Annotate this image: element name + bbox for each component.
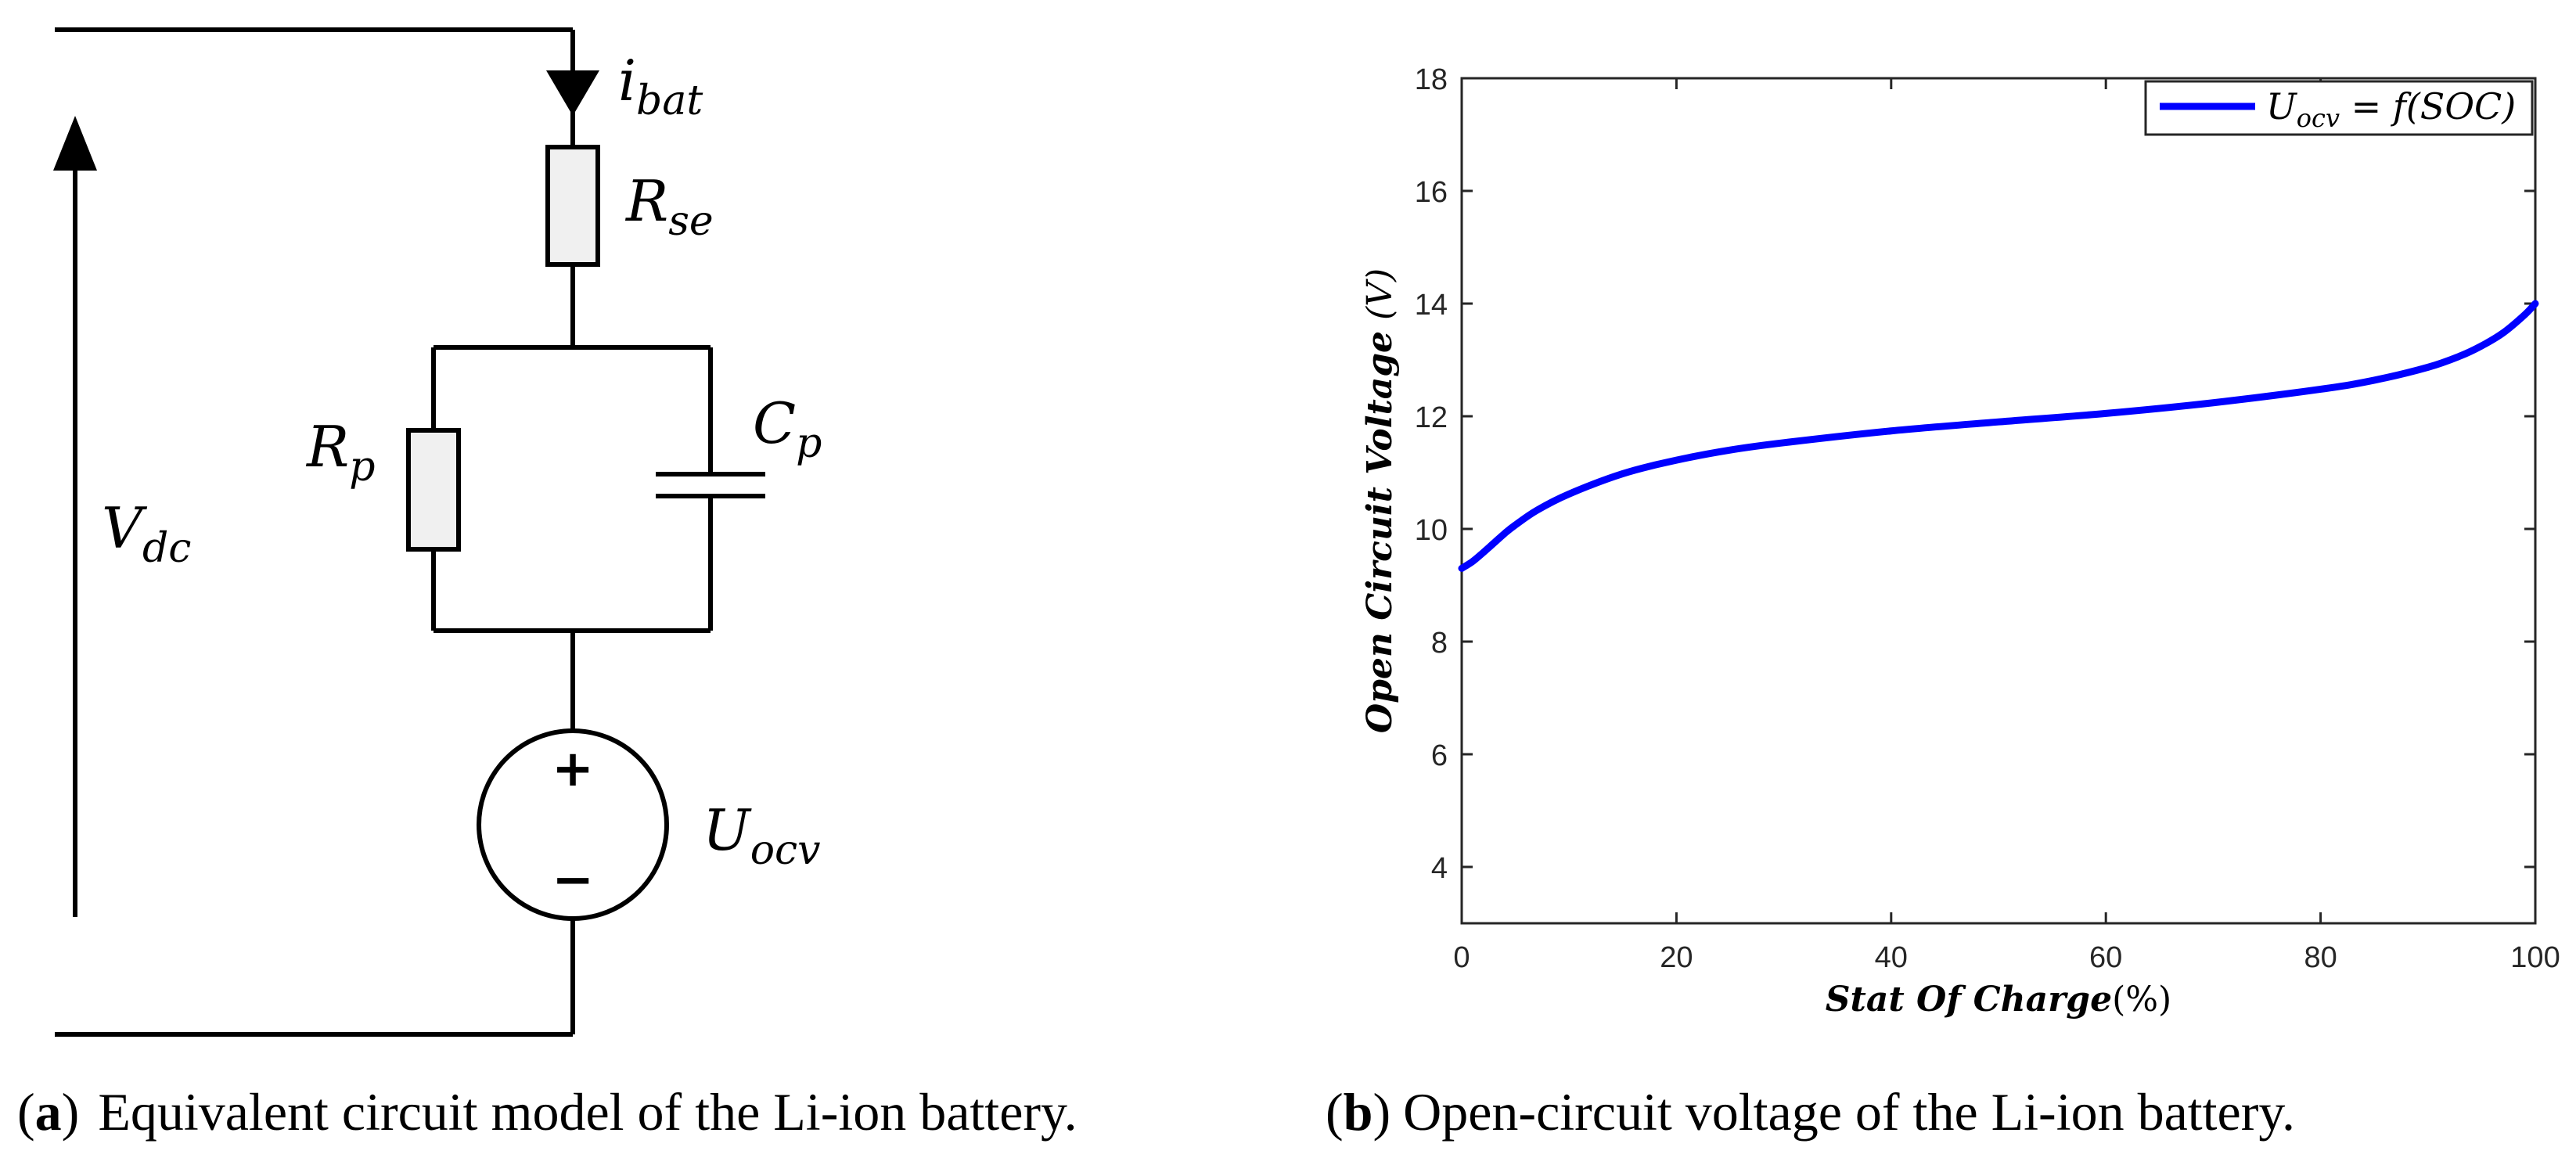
y-tick-label: 16 bbox=[1415, 176, 1448, 209]
parallel-resistor bbox=[406, 428, 461, 552]
ocv-chart: 0 20 40 60 80 100 4 6 8 10 12 14 16 18 Uocv = f(SOC)… bbox=[1360, 63, 2560, 1020]
y-tick-label: 18 bbox=[1415, 63, 1448, 96]
legend: Uocv = f(SOC) bbox=[2144, 80, 2534, 136]
x-tick-label: 40 bbox=[1875, 941, 1908, 974]
caption-b-text: Open-circuit voltage of the Li-ion batte… bbox=[1403, 1082, 2295, 1142]
vdc-arrowhead-icon bbox=[53, 116, 97, 171]
x-tick-label: 80 bbox=[2304, 941, 2337, 974]
series-resistor-label: Rse bbox=[624, 168, 714, 245]
caption-b: (b) Open-circuit voltage of the Li-ion ba… bbox=[1326, 1082, 2295, 1142]
voltage-label: Vdc bbox=[102, 495, 191, 572]
current-arrow-icon bbox=[546, 70, 599, 116]
source-minus-sign: − bbox=[552, 851, 594, 909]
caption-a: (a) Equivalent circuit model of the Li-io… bbox=[17, 1082, 1078, 1142]
y-tick-label: 4 bbox=[1431, 852, 1448, 885]
ocv-series-line bbox=[1458, 300, 2539, 572]
caption-a-text: Equivalent circuit model of the Li-ion b… bbox=[98, 1082, 1077, 1142]
y-tick-label: 6 bbox=[1431, 739, 1448, 772]
source-label-sub: ocv bbox=[750, 827, 821, 874]
source-label: Uocv bbox=[703, 797, 821, 874]
plot-area bbox=[1460, 77, 2537, 925]
x-tick-label: 20 bbox=[1660, 941, 1693, 974]
parallel-capacitor-label-sub: p bbox=[796, 420, 822, 467]
parallel-resistor-label: Rp bbox=[305, 414, 376, 491]
series-resistor-label-sub: se bbox=[668, 198, 713, 245]
parallel-resistor-label-sub: p bbox=[349, 444, 375, 491]
caption-a-tag: a bbox=[35, 1082, 62, 1142]
y-tick-label: 12 bbox=[1415, 401, 1448, 434]
y-axis-ticks: 4 6 8 10 12 14 16 18 bbox=[1415, 63, 2535, 885]
current-label-sub: bat bbox=[636, 77, 703, 124]
legend-label-sub: ocv bbox=[2297, 103, 2340, 133]
x-axis-unit: (%) bbox=[2112, 980, 2171, 1020]
source-plus-sign: + bbox=[552, 740, 594, 798]
circuit-diagram bbox=[53, 27, 765, 1037]
current-label: ibat bbox=[618, 48, 703, 124]
voltage-label-sub: dc bbox=[142, 525, 191, 572]
parallel-capacitor-label: Cp bbox=[753, 390, 822, 467]
x-tick-label: 0 bbox=[1453, 941, 1470, 974]
y-tick-label: 8 bbox=[1431, 627, 1448, 660]
caption-b-tag: b bbox=[1344, 1082, 1373, 1142]
y-tick-label: 10 bbox=[1415, 514, 1448, 547]
series-resistor bbox=[545, 145, 600, 267]
y-tick-label: 14 bbox=[1415, 289, 1448, 322]
x-axis-ticks: 0 20 40 60 80 100 bbox=[1453, 78, 2560, 974]
y-axis-unit: (V) bbox=[1360, 268, 1400, 320]
x-axis-label: Stat Of Charge(%) bbox=[1826, 980, 2171, 1020]
x-tick-label: 100 bbox=[2510, 941, 2560, 974]
y-axis-label: Open Circuit Voltage(V) bbox=[1360, 268, 1400, 733]
legend-label: Uocv = f(SOC) bbox=[2266, 85, 2516, 133]
x-tick-label: 60 bbox=[2089, 941, 2122, 974]
legend-label-rest: = f(SOC) bbox=[2340, 85, 2516, 128]
